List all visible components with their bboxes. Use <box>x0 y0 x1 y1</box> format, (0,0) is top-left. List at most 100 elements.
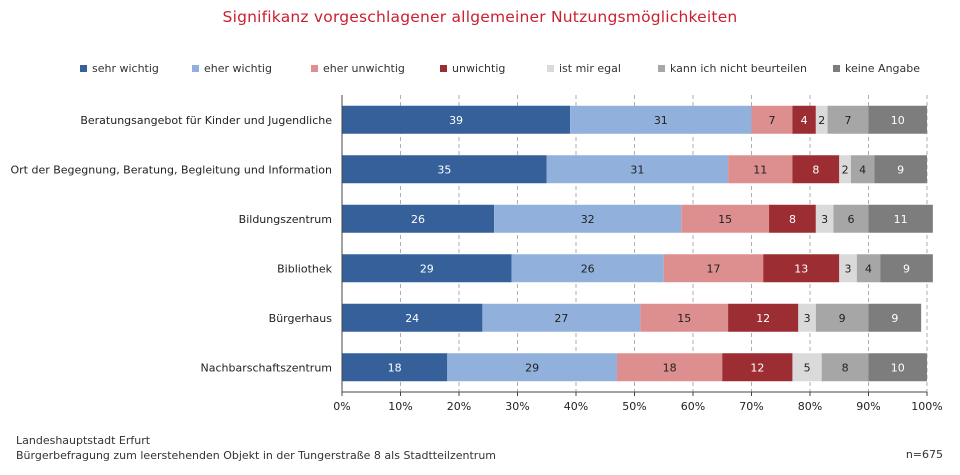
data-label: 8 <box>812 163 819 176</box>
data-label: 12 <box>756 312 770 325</box>
bar-segment <box>728 303 799 332</box>
data-label: 4 <box>801 114 808 127</box>
category-label: Beratungsangebot für Kinder und Jugendli… <box>80 114 332 127</box>
bar-segment <box>874 155 927 184</box>
data-label: 4 <box>859 163 866 176</box>
bar-segment <box>342 303 483 332</box>
sample-size: n=675 <box>905 448 943 461</box>
legend-label: sehr wichtig <box>92 62 159 75</box>
data-label: 27 <box>554 312 568 325</box>
legend-item: unwichtig <box>440 62 505 75</box>
legend-item: eher wichtig <box>192 62 272 75</box>
chart-title: Signifikanz vorgeschlagener allgemeiner … <box>222 8 738 26</box>
legend-item: eher unwichtig <box>311 62 405 75</box>
data-label: 18 <box>663 361 677 374</box>
x-tick-label: 20% <box>447 400 471 413</box>
legend-label: keine Angabe <box>845 62 921 75</box>
data-label: 9 <box>897 163 904 176</box>
data-label: 15 <box>718 213 732 226</box>
data-label: 15 <box>677 312 691 325</box>
data-label: 35 <box>437 163 451 176</box>
bar-segment <box>880 254 933 283</box>
legend-label: kann ich nicht beurteilen <box>670 62 807 75</box>
bar-segment <box>722 353 793 382</box>
data-label: 8 <box>789 213 796 226</box>
x-tick-label: 30% <box>505 400 529 413</box>
bar-segment <box>815 105 828 134</box>
bar-segment <box>792 105 816 134</box>
bar-segment <box>751 105 793 134</box>
data-label: 10 <box>891 114 905 127</box>
data-label: 7 <box>845 114 852 127</box>
data-label: 12 <box>750 361 764 374</box>
bar-segment <box>728 155 793 184</box>
bar-segment <box>482 303 641 332</box>
data-label: 6 <box>847 213 854 226</box>
bar-segment <box>342 204 495 233</box>
bar-segment <box>763 254 840 283</box>
legend-swatch <box>658 65 665 72</box>
data-label: 31 <box>630 163 644 176</box>
bar-segment <box>856 254 881 283</box>
data-label: 26 <box>581 262 595 275</box>
bar-segment <box>850 155 875 184</box>
data-label: 32 <box>581 213 595 226</box>
legend-label: ist mir egal <box>559 62 621 75</box>
category-label: Bürgerhaus <box>269 312 333 325</box>
legend-item: kann ich nicht beurteilen <box>658 62 807 75</box>
bar-segment <box>815 303 869 332</box>
footer: Landeshauptstadt Erfurt Bürgerbefragung … <box>16 433 496 463</box>
x-tick-label: 100% <box>911 400 942 413</box>
bar-segment <box>570 105 752 134</box>
x-tick-label: 40% <box>564 400 588 413</box>
data-label: 5 <box>804 361 811 374</box>
x-tick-label: 0% <box>333 400 350 413</box>
data-label: 18 <box>388 361 402 374</box>
data-label: 4 <box>865 262 872 275</box>
legend-swatch <box>547 65 554 72</box>
data-label: 3 <box>804 312 811 325</box>
bar-segment <box>342 155 547 184</box>
legend-swatch <box>80 65 87 72</box>
x-tick-label: 90% <box>856 400 880 413</box>
x-tick-label: 50% <box>622 400 646 413</box>
bar-segment <box>342 105 571 134</box>
data-label: 17 <box>706 262 720 275</box>
legend-item: sehr wichtig <box>80 62 159 75</box>
bar-segment <box>792 155 840 184</box>
bar-segment <box>546 155 729 184</box>
data-label: 24 <box>405 312 419 325</box>
data-label: 2 <box>818 114 825 127</box>
category-label: Ort der Begegnung, Beratung, Begleitung … <box>10 163 332 176</box>
category-label: Nachbarschaftszentrum <box>201 361 332 374</box>
x-tick-label: 10% <box>388 400 412 413</box>
bar-segment <box>798 303 816 332</box>
data-label: 29 <box>525 361 539 374</box>
bar-segment <box>839 254 857 283</box>
bar-segment <box>494 204 682 233</box>
bar-segment <box>769 204 816 233</box>
data-label: 8 <box>842 361 849 374</box>
bar-segment <box>681 204 770 233</box>
bar-segment <box>447 353 617 382</box>
x-tick-label: 60% <box>681 400 705 413</box>
bar-segment <box>833 204 869 233</box>
data-label: 31 <box>654 114 668 127</box>
data-label: 39 <box>449 114 463 127</box>
legend-label: eher unwichtig <box>323 62 405 75</box>
legend-item: keine Angabe <box>833 62 920 75</box>
data-label: 3 <box>821 213 828 226</box>
bar-segment <box>511 254 664 283</box>
bar-segment <box>827 105 869 134</box>
legend-item: ist mir egal <box>547 62 621 75</box>
bar-segment <box>868 303 922 332</box>
data-label: 26 <box>411 213 425 226</box>
bar-segment <box>342 353 448 382</box>
legend-swatch <box>440 65 447 72</box>
bar-segment <box>616 353 723 382</box>
data-label: 2 <box>842 163 849 176</box>
data-label: 9 <box>891 312 898 325</box>
category-label: Bildungszentrum <box>239 213 332 226</box>
footer-survey: Bürgerbefragung zum leerstehenden Objekt… <box>16 449 497 462</box>
